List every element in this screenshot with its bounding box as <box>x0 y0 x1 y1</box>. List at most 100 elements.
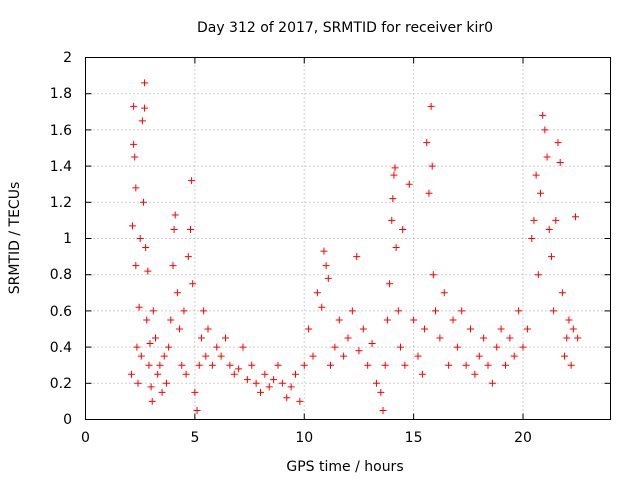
data-point <box>502 361 509 369</box>
data-point <box>541 126 549 134</box>
data-point <box>565 316 573 324</box>
data-point <box>132 184 140 192</box>
y-tick-label: 0.2 <box>50 376 72 392</box>
data-point <box>497 325 505 333</box>
y-tick-label: 1 <box>63 231 72 247</box>
data-point <box>537 189 544 197</box>
data-point <box>322 262 330 270</box>
data-point <box>257 388 264 396</box>
grid <box>85 57 611 420</box>
x-tick-label: 5 <box>190 430 199 446</box>
data-point <box>184 253 192 261</box>
data-point <box>547 253 555 261</box>
data-point <box>327 361 334 369</box>
data-point <box>176 325 184 333</box>
data-point <box>187 225 194 233</box>
data-point <box>510 352 518 360</box>
data-point <box>147 383 155 391</box>
data-point <box>189 280 197 288</box>
data-point <box>137 352 145 360</box>
data-point <box>278 379 286 387</box>
data-point <box>134 379 142 387</box>
y-tick-label: 2 <box>63 50 72 66</box>
data-point <box>383 316 391 324</box>
data-point <box>574 334 582 342</box>
data-point <box>453 343 461 351</box>
data-point <box>389 195 397 203</box>
data-point <box>148 397 156 405</box>
data-point <box>154 370 162 378</box>
data-point <box>432 307 439 315</box>
data-points <box>127 79 582 414</box>
data-point <box>139 198 147 206</box>
data-point <box>418 370 426 378</box>
data-point <box>300 361 308 369</box>
data-point <box>193 406 201 414</box>
data-point <box>324 274 332 282</box>
data-point <box>428 162 436 170</box>
data-point <box>305 325 313 333</box>
data-point <box>377 388 385 396</box>
data-point <box>287 383 295 391</box>
data-point <box>401 361 409 369</box>
data-point <box>556 158 564 166</box>
data-point <box>493 343 501 351</box>
data-point <box>243 376 251 384</box>
x-tick-labels: 0 5 10 15 20 <box>81 430 532 446</box>
data-point <box>348 307 356 315</box>
data-point <box>296 397 304 405</box>
data-point <box>390 171 398 179</box>
data-point <box>552 216 560 224</box>
data-point <box>445 361 453 369</box>
data-point <box>335 316 343 324</box>
data-point <box>340 352 348 360</box>
data-point <box>149 307 157 315</box>
data-point <box>156 361 164 369</box>
data-point <box>178 361 186 369</box>
data-point <box>309 352 317 360</box>
data-point <box>423 139 431 147</box>
data-point <box>135 303 143 311</box>
data-point <box>261 370 269 378</box>
y-tick-label: 1.4 <box>50 159 72 175</box>
data-point <box>399 225 407 233</box>
data-point <box>532 171 540 179</box>
data-point <box>230 370 238 378</box>
data-point <box>421 325 429 333</box>
data-point <box>467 325 474 333</box>
data-point <box>182 370 190 378</box>
data-point <box>471 370 479 378</box>
data-point <box>344 334 352 342</box>
data-point <box>414 352 422 360</box>
data-point <box>235 365 243 373</box>
data-point <box>458 307 466 315</box>
data-point <box>543 153 551 161</box>
data-point <box>222 334 229 342</box>
data-point <box>528 235 536 242</box>
y-axis-title: SRMTID / TECUs <box>7 182 23 295</box>
data-point <box>145 361 153 369</box>
data-point <box>561 352 569 360</box>
x-tick-label: 0 <box>81 430 90 446</box>
data-point <box>545 225 553 233</box>
y-tick-label: 0.6 <box>50 304 72 320</box>
y-tick-label: 1.2 <box>50 195 72 211</box>
data-point <box>318 303 326 311</box>
x-tick-label: 10 <box>295 430 313 446</box>
data-point <box>144 267 152 275</box>
data-point <box>143 316 151 324</box>
data-point <box>167 316 175 324</box>
data-point <box>359 325 367 333</box>
data-point <box>239 343 247 351</box>
data-point <box>523 325 531 333</box>
data-point <box>355 347 363 355</box>
data-point <box>554 139 562 147</box>
data-point <box>132 262 140 270</box>
data-point <box>331 343 339 351</box>
data-point <box>379 406 387 414</box>
data-point <box>484 361 492 369</box>
data-point <box>292 370 299 378</box>
x-tick-label: 15 <box>405 430 423 446</box>
data-point <box>274 361 282 369</box>
